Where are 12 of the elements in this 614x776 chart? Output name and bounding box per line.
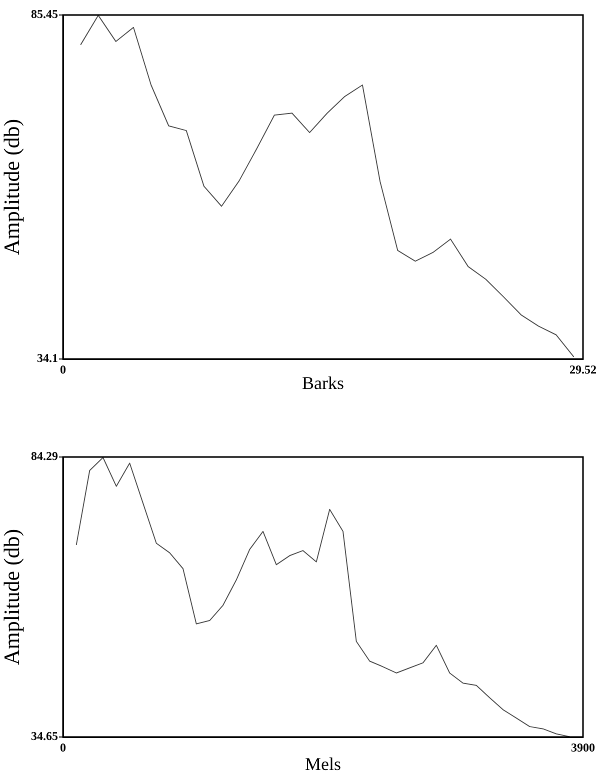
y-axis-title: Amplitude (db) [0, 528, 24, 666]
x-axis-title: Mels [305, 754, 341, 774]
x-tick-label: 0 [60, 740, 66, 754]
x-axis-title: Barks [302, 372, 344, 393]
y-tick-label: 34.65 [31, 729, 58, 744]
y-axis-title: Amplitude (db) [0, 118, 24, 256]
x-tick-label: 0 [60, 362, 66, 376]
x-tick-label: 3900 [571, 740, 595, 754]
y-tick-label: 85.45 [31, 7, 58, 22]
x-tick-label: 29.52 [570, 362, 596, 376]
y-tick-label: 34.1 [37, 351, 58, 366]
y-tick-label: 84.29 [31, 449, 58, 464]
